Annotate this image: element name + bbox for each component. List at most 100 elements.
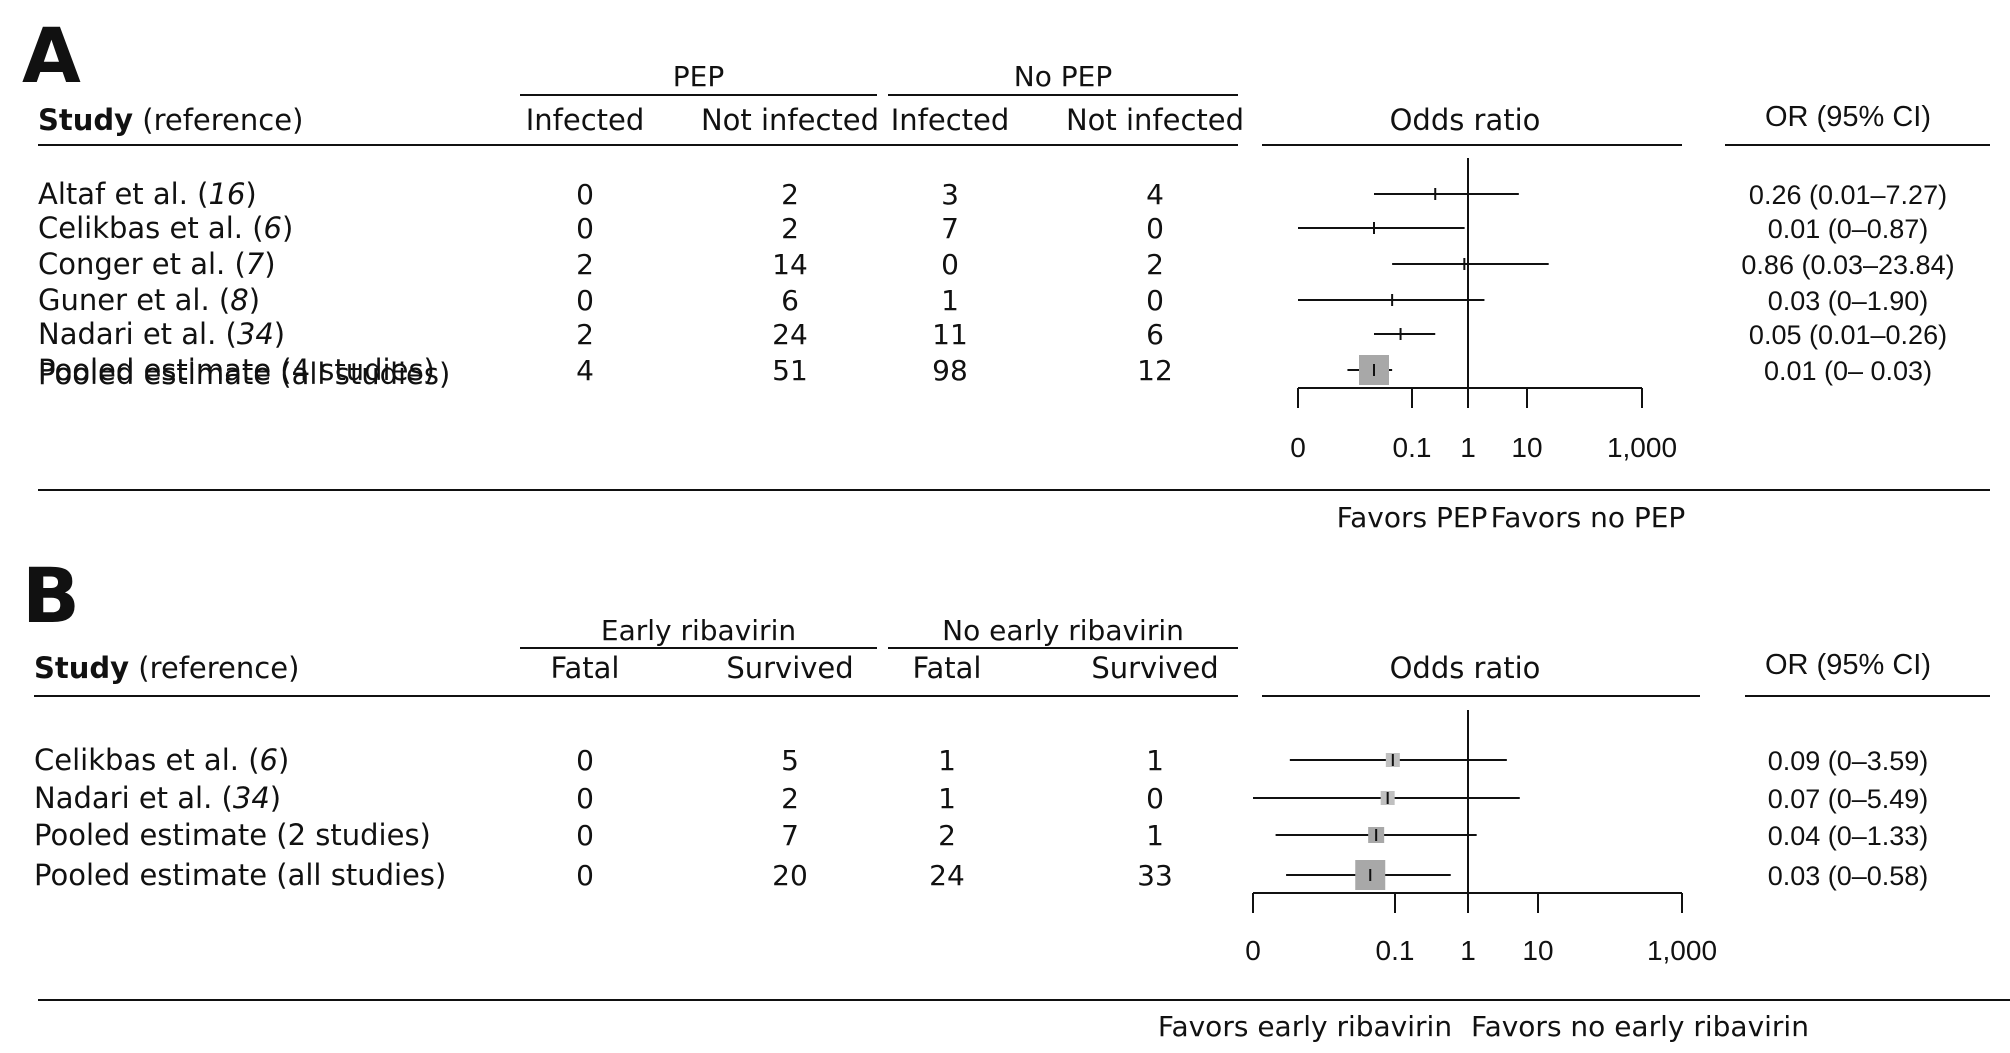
favors-right-label: Favors no PEP bbox=[1491, 501, 1686, 534]
count-g2b: 0 bbox=[1146, 284, 1164, 317]
study-suffix: (reference) bbox=[133, 103, 303, 137]
study-suffix: (reference) bbox=[129, 651, 299, 685]
forest-panel-b: B Early ribavirin No early ribavirin Study … bbox=[22, 551, 2010, 1043]
count-g2b: 1 bbox=[1146, 819, 1164, 852]
or-ci-text: 0.01 (0–0.87) bbox=[1768, 214, 1929, 244]
study-name: Nadari et al. (34) bbox=[38, 317, 285, 351]
count-g2a: 24 bbox=[929, 859, 965, 892]
count-g2a: 3 bbox=[941, 178, 959, 211]
column-header-or-ci: OR (95% CI) bbox=[1765, 101, 1931, 133]
study-name-text: Altaf et al. bbox=[38, 177, 188, 211]
count-g2a: 98 bbox=[932, 354, 968, 387]
study-ref-open: ( bbox=[216, 317, 237, 351]
count-g1b: 7 bbox=[781, 819, 799, 852]
count-g1a: 2 bbox=[576, 318, 594, 351]
count-g1a: 0 bbox=[576, 819, 594, 852]
study-name: Celikbas et al. (6) bbox=[38, 211, 293, 245]
study-ref-open: ( bbox=[210, 283, 231, 317]
or-ci-text: 0.26 (0.01–7.27) bbox=[1749, 180, 1947, 210]
study-name-text: Nadari et al. bbox=[38, 317, 216, 351]
study-label: Study bbox=[38, 103, 133, 137]
study-ref-close: ) bbox=[264, 247, 275, 281]
study-ref-close: ) bbox=[282, 211, 293, 245]
count-g1a: 0 bbox=[576, 859, 594, 892]
count-g2a: 1 bbox=[941, 284, 959, 317]
column-header-g1b: Survived bbox=[726, 651, 853, 685]
x-tick-label: 1 bbox=[1460, 935, 1476, 966]
count-g1a: 0 bbox=[576, 284, 594, 317]
group-label-treatment: Early ribavirin bbox=[601, 614, 796, 647]
panel-letter: A bbox=[22, 11, 81, 100]
count-g1b: 51 bbox=[772, 354, 808, 387]
count-g2b: 0 bbox=[1146, 212, 1164, 245]
count-g1a: 0 bbox=[576, 782, 594, 815]
favors-left-label: Favors early ribavirin bbox=[1158, 1010, 1452, 1043]
favors-right-label: Favors no early ribavirin bbox=[1471, 1010, 1809, 1043]
favors-left-label: Favors PEP bbox=[1337, 501, 1488, 534]
forest-panel-a: A PEP No PEP Study (reference) Infected Not i… bbox=[22, 11, 1990, 534]
study-name: Altaf et al. (16) bbox=[38, 177, 257, 211]
study-name: Pooled estimate (all studies) bbox=[38, 357, 450, 391]
study-name-text: Guner et al. bbox=[38, 283, 210, 317]
count-g2a: 2 bbox=[938, 819, 956, 852]
count-g2b: 4 bbox=[1146, 178, 1164, 211]
study-reference: 6 bbox=[264, 211, 282, 245]
x-tick-label: 0 bbox=[1290, 432, 1306, 463]
group-label-treatment: PEP bbox=[673, 60, 724, 93]
study-name: Pooled estimate (4 studies) bbox=[38, 353, 435, 387]
study-name-text: Nadari et al. bbox=[34, 781, 212, 815]
count-g1b: 2 bbox=[781, 782, 799, 815]
count-g1a: 0 bbox=[576, 178, 594, 211]
x-tick-label: 1,000 bbox=[1647, 935, 1717, 966]
or-ci-text: 0.07 (0–5.49) bbox=[1768, 784, 1929, 814]
study-ref-open: ( bbox=[243, 211, 264, 245]
column-header-odds-ratio: Odds ratio bbox=[1390, 103, 1541, 137]
count-g2b: 6 bbox=[1146, 318, 1164, 351]
count-g2b: 0 bbox=[1146, 782, 1164, 815]
study-ref-open: ( bbox=[239, 743, 260, 777]
count-g1a: 2 bbox=[576, 248, 594, 281]
count-g1a: 0 bbox=[576, 212, 594, 245]
column-header-study: Study (reference) bbox=[34, 651, 299, 685]
column-header-g1a: Fatal bbox=[551, 651, 620, 685]
count-g2a: 0 bbox=[941, 248, 959, 281]
study-reference: 7 bbox=[246, 247, 265, 281]
column-header-odds-ratio: Odds ratio bbox=[1390, 651, 1541, 685]
study-ref-close: ) bbox=[270, 781, 281, 815]
study-name: Pooled estimate (all studies) bbox=[34, 858, 446, 892]
study-reference: 6 bbox=[260, 743, 278, 777]
panel-letter: B bbox=[22, 551, 80, 640]
or-ci-text: 0.05 (0.01–0.26) bbox=[1749, 320, 1947, 350]
count-g1b: 5 bbox=[781, 744, 799, 777]
count-g1b: 20 bbox=[772, 859, 808, 892]
study-name: Celikbas et al. (6) bbox=[34, 743, 289, 777]
study-reference: 34 bbox=[233, 781, 270, 815]
group-label-control: No early ribavirin bbox=[942, 614, 1184, 647]
count-g2a: 7 bbox=[941, 212, 959, 245]
study-name: Guner et al. (8) bbox=[38, 283, 260, 317]
column-header-g2a: Fatal bbox=[913, 651, 982, 685]
count-g1a: 4 bbox=[576, 354, 594, 387]
study-reference: 8 bbox=[230, 283, 248, 317]
column-header-study: Study (reference) bbox=[38, 103, 303, 137]
x-tick-label: 1 bbox=[1460, 432, 1476, 463]
x-tick-label: 10 bbox=[1522, 935, 1553, 966]
study-reference: 16 bbox=[209, 177, 246, 211]
x-tick-label: 0.1 bbox=[1376, 935, 1415, 966]
study-reference: 34 bbox=[237, 317, 274, 351]
study-name: Pooled estimate (2 studies) bbox=[34, 818, 431, 852]
study-ref-open: ( bbox=[225, 247, 246, 281]
count-g1b: 2 bbox=[781, 212, 799, 245]
count-g2b: 33 bbox=[1137, 859, 1173, 892]
study-name-text: Celikbas et al. bbox=[38, 211, 243, 245]
count-g1b: 2 bbox=[781, 178, 799, 211]
study-ref-close: ) bbox=[249, 283, 260, 317]
count-g1b: 14 bbox=[772, 248, 808, 281]
study-name-text: Celikbas et al. bbox=[34, 743, 239, 777]
column-header-g2a: Infected bbox=[891, 103, 1010, 137]
count-g2a: 1 bbox=[938, 782, 956, 815]
column-header-g2b: Survived bbox=[1091, 651, 1218, 685]
count-g1b: 6 bbox=[781, 284, 799, 317]
count-g2a: 1 bbox=[938, 744, 956, 777]
